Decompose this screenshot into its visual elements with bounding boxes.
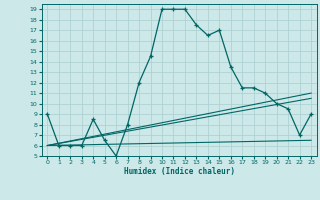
X-axis label: Humidex (Indice chaleur): Humidex (Indice chaleur) (124, 167, 235, 176)
